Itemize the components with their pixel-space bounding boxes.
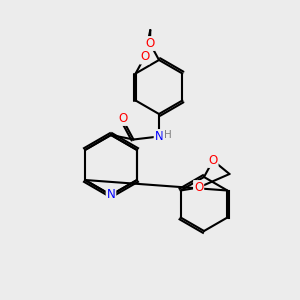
Text: O: O: [194, 181, 203, 194]
Text: O: O: [208, 154, 217, 167]
Text: N: N: [154, 130, 164, 143]
Text: H: H: [164, 130, 171, 140]
Text: N: N: [106, 188, 116, 202]
Text: O: O: [146, 37, 154, 50]
Text: O: O: [140, 50, 149, 64]
Text: O: O: [118, 112, 127, 125]
